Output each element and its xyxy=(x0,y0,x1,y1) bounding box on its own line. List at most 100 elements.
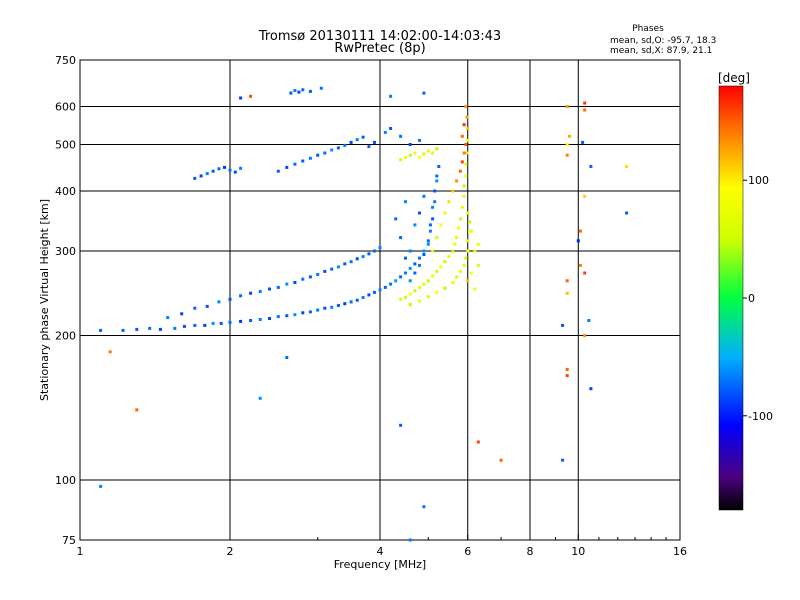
data-point-x xyxy=(431,151,435,155)
data-point-o xyxy=(431,205,435,209)
data-point-x xyxy=(457,226,460,230)
data-point-o xyxy=(408,279,412,283)
data-point-x xyxy=(135,408,139,412)
y-tick-label: 750 xyxy=(55,54,76,67)
data-point-o xyxy=(308,156,312,160)
data-point-o xyxy=(135,327,139,331)
data-point-o xyxy=(399,236,403,240)
data-point-o xyxy=(361,255,365,259)
data-point-o xyxy=(426,239,430,243)
data-point-o xyxy=(316,308,320,312)
data-point-o xyxy=(378,288,382,292)
colorbar: [deg] 100 0 -100 xyxy=(718,71,773,511)
x-tick-label: 16 xyxy=(673,545,687,558)
data-point-o xyxy=(413,271,417,275)
data-point-o xyxy=(355,298,359,302)
data-point-o xyxy=(228,297,232,301)
data-point-x xyxy=(455,275,459,279)
data-point-o xyxy=(394,279,398,283)
data-point-o xyxy=(228,168,232,172)
data-point-o xyxy=(301,311,305,315)
data-point-o xyxy=(203,323,207,327)
data-point-o xyxy=(361,135,365,139)
data-point-o xyxy=(211,321,215,325)
data-point-x xyxy=(413,289,417,293)
data-point-o xyxy=(297,90,301,94)
data-point-x xyxy=(625,165,629,168)
data-point-o xyxy=(205,304,209,308)
data-point-x xyxy=(578,263,582,267)
data-point-o xyxy=(268,287,271,291)
data-point-o xyxy=(193,306,197,310)
data-point-x xyxy=(455,236,459,240)
data-point-x xyxy=(435,236,439,240)
y-tick-label: 300 xyxy=(55,245,76,258)
data-point-x xyxy=(565,291,569,295)
data-point-o xyxy=(355,257,359,261)
data-point-o xyxy=(355,138,359,142)
data-point-o xyxy=(319,86,323,90)
data-point-o xyxy=(422,249,426,253)
data-point-o xyxy=(289,91,293,95)
data-point-x xyxy=(462,123,466,127)
data-point-x xyxy=(404,155,407,159)
data-point-x xyxy=(476,263,480,267)
data-point-o xyxy=(99,484,103,488)
data-point-o xyxy=(343,302,347,306)
data-point-o xyxy=(349,300,353,304)
stats-line-x: mean, sd,X: 87.9, 21.1 xyxy=(610,46,712,56)
colorbar-title: [deg] xyxy=(718,71,750,85)
data-point-o xyxy=(343,143,347,147)
data-point-o xyxy=(239,319,243,323)
data-point-x xyxy=(565,105,569,108)
data-point-o xyxy=(217,300,221,304)
data-point-o xyxy=(330,305,334,309)
data-point-o xyxy=(383,130,387,134)
colorbar-tick-label: 0 xyxy=(748,292,755,305)
data-point-x xyxy=(399,158,403,162)
data-point-x xyxy=(447,200,451,204)
data-point-x xyxy=(418,299,421,303)
data-point-x xyxy=(426,279,430,283)
data-point-o xyxy=(293,313,297,317)
x-tick-label: 6 xyxy=(464,545,471,558)
data-point-x xyxy=(453,242,457,246)
data-point-o xyxy=(99,328,103,332)
data-point-o xyxy=(239,166,243,170)
data-point-x xyxy=(565,374,569,378)
data-point-x xyxy=(435,290,439,294)
data-point-o xyxy=(561,323,565,327)
data-point-x xyxy=(466,211,470,215)
data-point-x xyxy=(458,269,462,273)
data-point-x xyxy=(476,242,480,246)
data-point-o xyxy=(276,285,280,289)
y-tick-label: 600 xyxy=(55,101,76,114)
data-point-x xyxy=(499,458,503,462)
data-point-o xyxy=(426,242,430,246)
data-point-o xyxy=(173,326,177,330)
data-point-o xyxy=(413,223,417,227)
data-point-o xyxy=(249,319,253,322)
data-point-o xyxy=(199,174,203,178)
data-point-o xyxy=(148,326,152,330)
data-point-o xyxy=(435,179,439,183)
stats-line-o: mean, sd,O: -95.7, 18.3 xyxy=(610,36,716,46)
data-point-o xyxy=(378,246,382,250)
data-point-o xyxy=(293,281,297,284)
data-point-o xyxy=(373,249,376,253)
y-tick-label: 200 xyxy=(55,330,76,343)
y-tick-label: 500 xyxy=(55,139,76,152)
x-tick-label: 10 xyxy=(571,545,585,558)
data-point-o xyxy=(422,194,426,198)
y-axis-label: Stationary phase Virtual Height [km] xyxy=(38,199,51,401)
colorbar-tick-label: -100 xyxy=(748,410,773,423)
data-point-o xyxy=(323,151,327,155)
data-point-x xyxy=(565,143,569,146)
data-point-x xyxy=(462,263,466,267)
data-point-x xyxy=(418,285,421,289)
data-point-x xyxy=(466,279,470,283)
colorbar-tick-label: 100 xyxy=(748,174,769,187)
data-point-x xyxy=(426,295,430,299)
data-point-o xyxy=(418,256,421,260)
